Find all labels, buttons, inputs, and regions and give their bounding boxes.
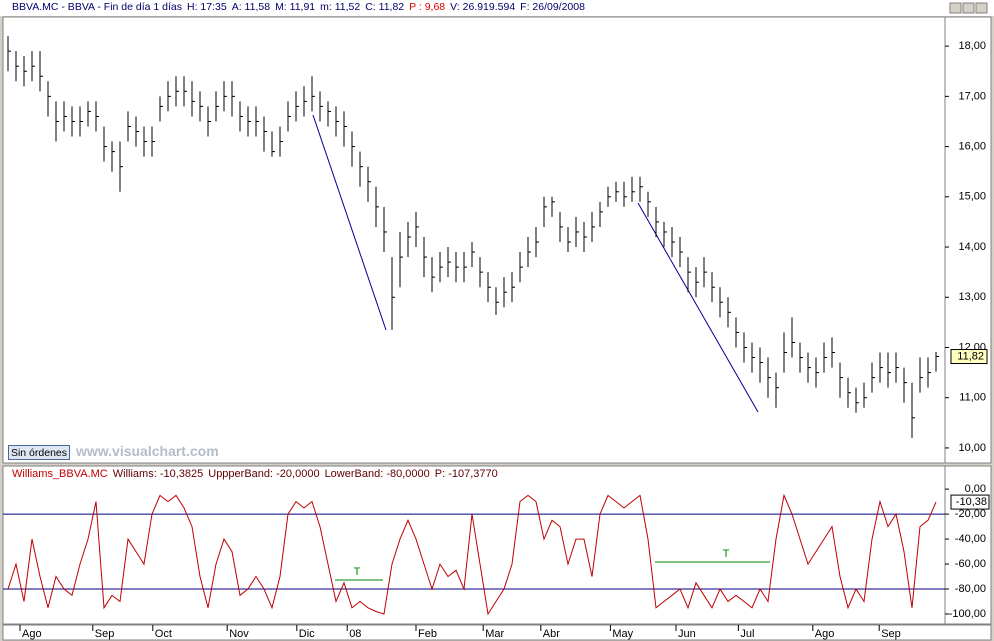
x-tick-label: Sep <box>95 628 115 640</box>
indicator-title-item: P: -107,3770 <box>435 468 498 480</box>
x-tick-label: Abr <box>543 628 560 640</box>
x-tick-label: Jul <box>740 628 754 640</box>
time-axis <box>2 624 992 641</box>
x-tick-label: Ago <box>815 628 835 640</box>
x-tick-label: 08 <box>349 628 361 640</box>
header-item: F: 26/09/2008 <box>520 1 585 13</box>
annotation-label: T <box>723 548 730 560</box>
header-item: P : 9,68 <box>409 1 446 13</box>
y-tick-label: 15,00 <box>958 191 986 203</box>
annotation-label: T <box>354 566 361 578</box>
indicator-title-item: UppperBand: -20,0000 <box>208 468 319 480</box>
x-tick-label: Jun <box>678 628 696 640</box>
y-tick-label: 11,00 <box>959 392 986 404</box>
window-controls <box>949 2 988 14</box>
last-value-label: -10,38 <box>956 496 987 508</box>
y-tick-label: 18,00 <box>958 40 986 52</box>
y-tick-label: 16,00 <box>958 140 986 152</box>
orders-button[interactable]: Sin órdenes <box>8 445 70 460</box>
x-tick-label: Ago <box>22 628 42 640</box>
y-tick-label: -80,00 <box>955 583 986 595</box>
x-tick-label: May <box>612 628 633 640</box>
indicator-title-item: LowerBand: -80,0000 <box>325 468 430 480</box>
y-tick-label: -60,00 <box>955 558 986 570</box>
header-item: M: 11,91 <box>275 1 316 13</box>
y-tick-label: 14,00 <box>958 241 986 253</box>
x-tick-label: Feb <box>418 628 437 640</box>
x-tick-label: Oct <box>155 628 172 640</box>
maximize-button[interactable] <box>962 2 975 14</box>
header-bar <box>0 0 994 16</box>
header-item: V: 26.919.594 <box>450 1 516 13</box>
header-item: A: 11,58 <box>231 1 271 13</box>
trend-line <box>312 114 387 331</box>
williams-axis <box>944 465 992 625</box>
y-tick-label: -20,00 <box>955 508 986 520</box>
minimize-button[interactable] <box>949 2 962 14</box>
x-tick-label: Dic <box>299 628 315 640</box>
x-tick-label: Nov <box>229 628 249 640</box>
y-tick-label: -100,00 <box>949 608 986 620</box>
close-button[interactable] <box>975 2 988 14</box>
y-tick-label: 13,00 <box>958 291 986 303</box>
indicator-title: Williams_BBVA.MC Williams: -10,3825 Uppper… <box>12 468 498 480</box>
y-tick-label: 10,00 <box>958 442 986 454</box>
price-axis <box>944 16 992 464</box>
indicator-title-item: Williams_BBVA.MC <box>12 468 108 480</box>
williams-line <box>7 493 937 616</box>
trend-line <box>637 202 759 413</box>
last-value-label: 11,82 <box>957 350 984 362</box>
indicator-title-item: Williams: -10,3825 <box>113 468 203 480</box>
header-item: C: 11,82 <box>365 1 405 13</box>
x-tick-label: Mar <box>485 628 504 640</box>
header-item: H: 17:35 <box>187 1 227 13</box>
williams-panel <box>2 465 946 625</box>
header: BBVA.MC - BBVA - Fin de día 1 días H: 17:… <box>12 1 590 13</box>
y-tick-label: -40,00 <box>955 533 986 545</box>
header-item: BBVA.MC - BBVA - Fin de día 1 días <box>12 1 183 13</box>
x-tick-label: Sep <box>881 628 901 640</box>
last-value-box <box>950 494 990 510</box>
last-value-box <box>950 349 988 365</box>
price-panel <box>2 16 946 464</box>
watermark: www.visualchart.com <box>76 443 219 459</box>
y-tick-label: 0,00 <box>965 483 986 495</box>
y-tick-label: 17,00 <box>958 90 986 102</box>
header-item: m: 11,52 <box>320 1 361 13</box>
